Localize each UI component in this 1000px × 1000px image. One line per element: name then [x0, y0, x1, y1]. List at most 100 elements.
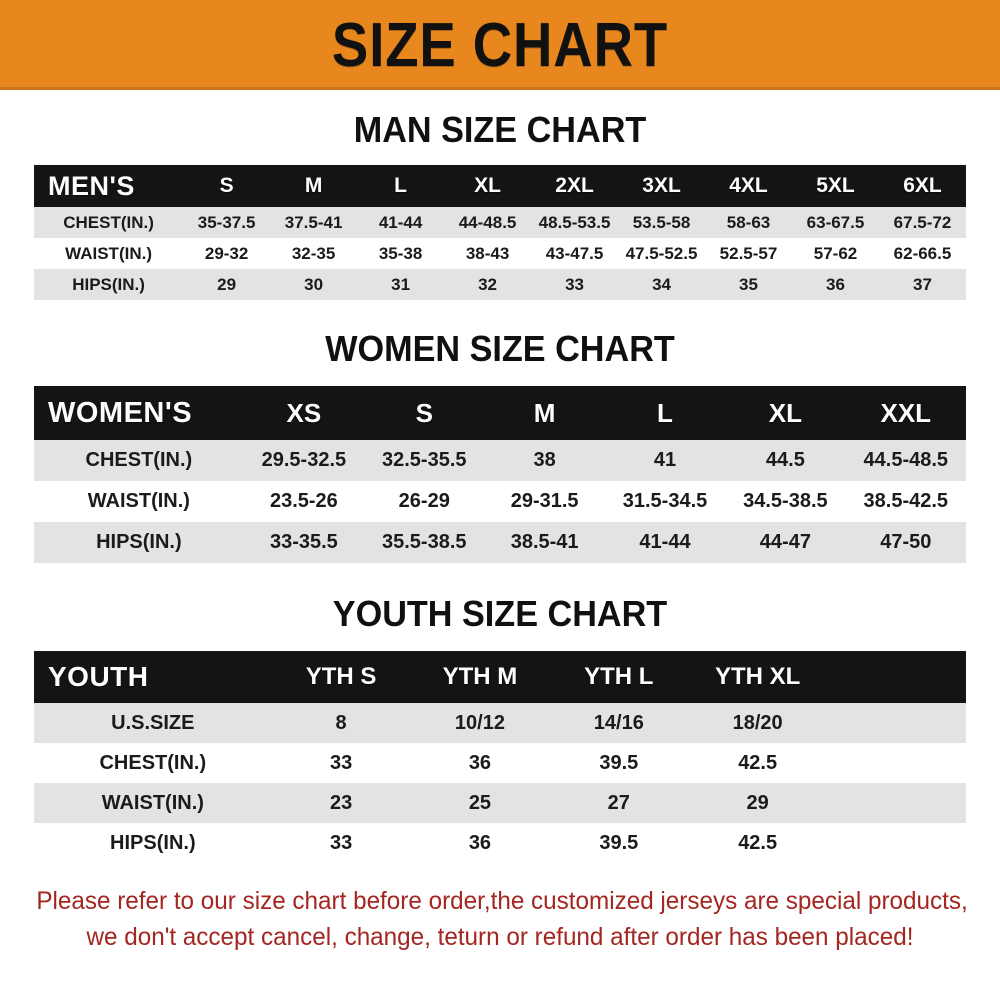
cell: 37.5-41	[284, 212, 343, 232]
women-size-table: WOMEN'S XS S M L XL XXL CHEST(IN.) 29.5-…	[34, 386, 966, 563]
table-row: WAIST(IN.) 23 25 27 29	[34, 783, 966, 823]
cell: 34.5-38.5	[743, 490, 828, 512]
men-col-header: 4XL	[729, 174, 768, 197]
cell: 47-50	[880, 531, 932, 553]
cell: 30	[304, 274, 324, 294]
women-table-wrapper: WOMEN'S XS S M L XL XXL CHEST(IN.) 29.5-…	[0, 386, 1000, 563]
cell: 41	[653, 449, 677, 471]
table-row: CHEST(IN.) 33 36 39.5 42.5	[34, 743, 966, 783]
cell: 44.5-48.5	[863, 449, 949, 471]
women-corner-label: WOMEN'S	[48, 396, 193, 429]
cell: 36	[826, 274, 845, 294]
table-row: HIPS(IN.) 33 36 39.5 42.5	[34, 823, 966, 863]
cell: 67.5-72	[893, 212, 952, 232]
cell: 31	[391, 274, 411, 294]
cell-spacer	[827, 703, 966, 743]
cell: 37	[913, 274, 932, 294]
cell: 29	[217, 274, 237, 294]
men-col-header: 2XL	[555, 174, 594, 197]
row-label: WAIST(IN.)	[65, 243, 152, 263]
cell: 26-29	[398, 490, 450, 512]
men-corner-label: MEN'S	[48, 170, 135, 201]
women-col-header: XL	[768, 397, 802, 428]
footer-line-1: Please refer to our size chart before or…	[36, 887, 968, 915]
cell: 34	[652, 274, 671, 294]
cell: 33	[329, 751, 353, 774]
row-label: CHEST(IN.)	[99, 751, 207, 774]
table-row: WAIST(IN.) 23.5-26 26-29 29-31.5 31.5-34…	[34, 481, 966, 522]
cell: 33-35.5	[269, 531, 338, 553]
row-label: WAIST(IN.)	[101, 791, 204, 814]
cell: 41-44	[639, 531, 691, 553]
cell: 62-66.5	[893, 243, 952, 263]
cell: 33	[565, 274, 584, 294]
cell: 44.5	[765, 449, 805, 471]
cell: 53.5-58	[632, 212, 691, 232]
row-label: U.S.SIZE	[111, 711, 195, 734]
youth-col-header: YTH M	[442, 663, 518, 690]
youth-table-body: U.S.SIZE 8 10/12 14/16 18/20 CHEST(IN.) …	[34, 703, 966, 863]
table-header-row: MEN'S S M L XL 2XL 3XL 4XL 5XL 6XL	[34, 165, 966, 207]
youth-col-header: YTH S	[305, 663, 377, 690]
cell: 32-35	[291, 243, 336, 263]
table-row: CHEST(IN.) 35-37.5 37.5-41 41-44 44-48.5…	[34, 207, 966, 238]
table-row: HIPS(IN.) 29 30 31 32 33 34 35 36 37	[34, 269, 966, 300]
youth-section-title: YOUTH SIZE CHART	[332, 593, 668, 634]
women-table-body: CHEST(IN.) 29.5-32.5 32.5-35.5 38 41 44.…	[34, 440, 966, 563]
cell: 44-47	[759, 531, 811, 553]
cell: 29-32	[204, 243, 249, 263]
table-row: CHEST(IN.) 29.5-32.5 32.5-35.5 38 41 44.…	[34, 440, 966, 481]
women-col-header: XS	[286, 397, 322, 428]
table-row: U.S.SIZE 8 10/12 14/16 18/20	[34, 703, 966, 743]
cell: 29-31.5	[510, 490, 579, 512]
youth-col-header: YTH L	[584, 663, 654, 690]
youth-col-spacer	[827, 651, 966, 703]
cell: 23	[329, 791, 353, 814]
cell: 35-38	[378, 243, 423, 263]
men-table-wrapper: MEN'S S M L XL 2XL 3XL 4XL 5XL 6XL CHEST…	[0, 165, 1000, 300]
youth-corner-label: YOUTH	[48, 661, 149, 692]
footer-line-2: we don't accept cancel, change, teturn o…	[86, 923, 914, 951]
row-label: WAIST(IN.)	[87, 490, 190, 512]
men-col-header: 6XL	[903, 174, 942, 197]
cell: 31.5-34.5	[622, 490, 708, 512]
cell: 47.5-52.5	[625, 243, 698, 263]
women-col-header: M	[533, 397, 556, 428]
men-col-header: L	[394, 174, 407, 197]
women-col-header: L	[657, 397, 673, 428]
footer-note: Please refer to our size chart before or…	[0, 877, 1000, 955]
men-size-table: MEN'S S M L XL 2XL 3XL 4XL 5XL 6XL CHEST…	[34, 165, 966, 300]
cell: 14/16	[593, 711, 644, 734]
row-label: CHEST(IN.)	[63, 212, 154, 232]
men-col-header: XL	[474, 174, 501, 197]
cell: 38.5-41	[510, 531, 579, 553]
cell: 36	[468, 751, 492, 774]
women-col-header: S	[415, 397, 433, 428]
youth-col-header: YTH XL	[714, 663, 801, 690]
men-col-header: M	[304, 174, 323, 197]
cell: 27	[607, 791, 630, 814]
cell: 33	[329, 831, 353, 854]
cell: 32.5-35.5	[381, 449, 467, 471]
cell: 39.5	[599, 831, 639, 854]
cell: 38-43	[465, 243, 510, 263]
men-table-head: MEN'S S M L XL 2XL 3XL 4XL 5XL 6XL	[34, 165, 966, 207]
men-table-body: CHEST(IN.) 35-37.5 37.5-41 41-44 44-48.5…	[34, 207, 966, 300]
cell: 35.5-38.5	[381, 531, 467, 553]
cell: 38.5-42.5	[863, 490, 949, 512]
cell: 42.5	[738, 831, 778, 854]
cell: 23.5-26	[269, 490, 338, 512]
cell: 43-47.5	[545, 243, 604, 263]
cell: 42.5	[738, 751, 778, 774]
table-row: WAIST(IN.) 29-32 32-35 35-38 38-43 43-47…	[34, 238, 966, 269]
cell: 39.5	[599, 751, 639, 774]
table-header-row: YOUTH YTH S YTH M YTH L YTH XL	[34, 651, 966, 703]
row-label: CHEST(IN.)	[85, 449, 193, 471]
row-label: HIPS(IN.)	[72, 274, 145, 294]
cell: 48.5-53.5	[538, 212, 611, 232]
cell-spacer	[827, 743, 966, 783]
cell: 44-48.5	[458, 212, 517, 232]
page-title: SIZE CHART	[331, 10, 669, 80]
cell: 25	[468, 791, 492, 814]
